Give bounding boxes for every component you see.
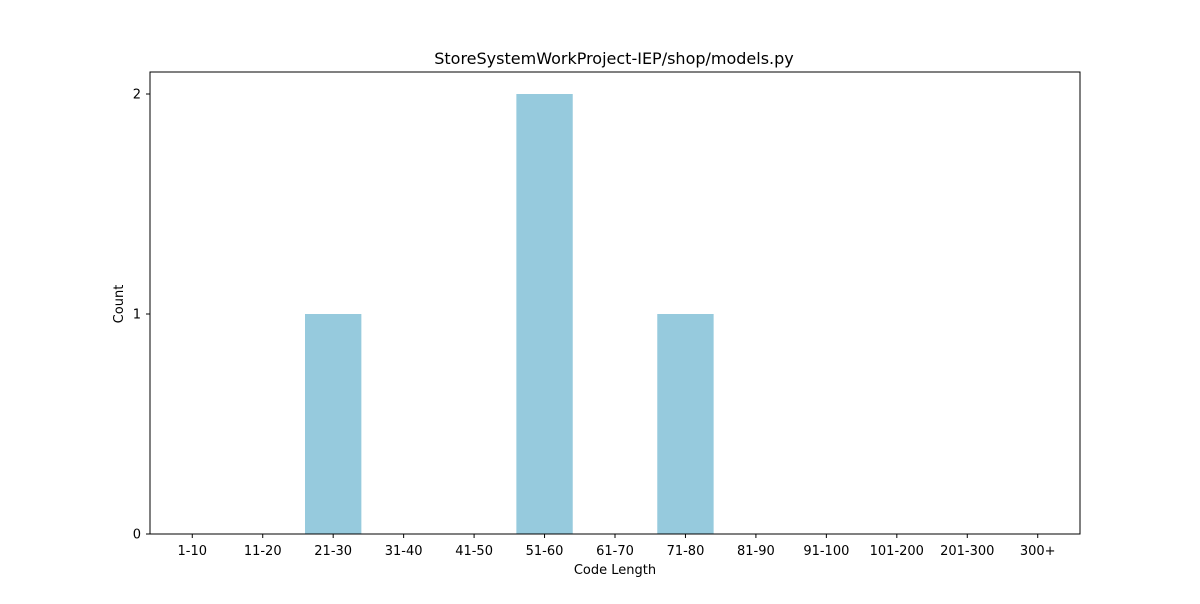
x-axis-label: Code Length <box>574 563 656 578</box>
x-tick-label: 51-60 <box>526 544 564 559</box>
x-tick-label: 81-90 <box>737 544 775 559</box>
x-tick-label: 1-10 <box>178 544 208 559</box>
bar-21-30 <box>305 314 362 534</box>
x-tick-label: 300+ <box>1020 544 1056 559</box>
y-tick-label: 0 <box>133 528 141 543</box>
x-tick-label: 61-70 <box>596 544 634 559</box>
x-tick-label: 11-20 <box>244 544 282 559</box>
x-axis: 1-10 11-20 21-30 31-40 41-50 51-60 61-70 71-80 8… <box>178 534 1056 559</box>
plot-area <box>305 94 714 534</box>
y-tick-label: 1 <box>133 308 141 323</box>
plot-frame <box>149 71 1081 535</box>
y-axis: 0 1 2 <box>133 88 150 543</box>
bar-51-60 <box>516 94 573 534</box>
x-tick-label: 201-300 <box>940 544 994 559</box>
y-axis-label: Count <box>112 285 127 324</box>
bar-71-80 <box>657 314 714 534</box>
x-tick-label: 91-100 <box>803 544 849 559</box>
x-tick-label: 41-50 <box>455 544 493 559</box>
y-tick-label: 2 <box>133 88 141 103</box>
x-tick-label: 71-80 <box>667 544 705 559</box>
x-tick-label: 101-200 <box>870 544 924 559</box>
x-tick-label: 21-30 <box>314 544 352 559</box>
x-tick-label: 31-40 <box>385 544 423 559</box>
chart-title: StoreSystemWorkProject-IEP/shop/models.p… <box>434 49 794 68</box>
